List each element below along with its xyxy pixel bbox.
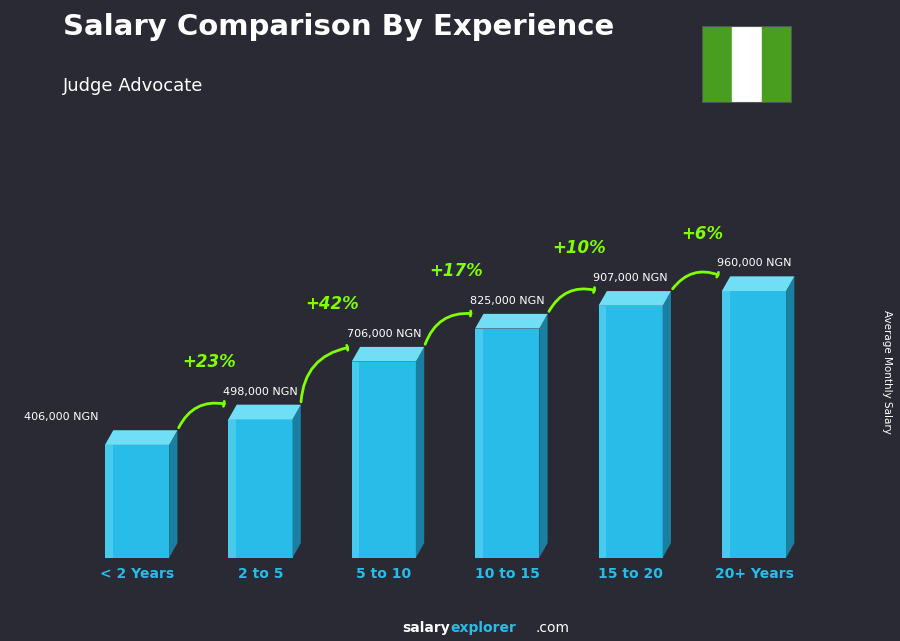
- Bar: [352, 362, 359, 558]
- Polygon shape: [169, 430, 177, 558]
- Text: 907,000 NGN: 907,000 NGN: [593, 273, 668, 283]
- Text: +10%: +10%: [553, 239, 606, 258]
- Bar: [598, 306, 607, 558]
- Polygon shape: [105, 430, 177, 445]
- Polygon shape: [598, 291, 671, 306]
- Text: .com: .com: [536, 620, 570, 635]
- Bar: [475, 328, 539, 558]
- Text: Judge Advocate: Judge Advocate: [63, 77, 203, 95]
- Polygon shape: [475, 314, 547, 328]
- Text: 960,000 NGN: 960,000 NGN: [716, 258, 791, 269]
- Bar: [475, 328, 482, 558]
- Bar: [598, 306, 662, 558]
- Text: 20+ Years: 20+ Years: [715, 567, 794, 581]
- Bar: [352, 362, 416, 558]
- Text: 825,000 NGN: 825,000 NGN: [470, 296, 544, 306]
- Bar: [105, 445, 112, 558]
- Polygon shape: [539, 314, 547, 558]
- Text: +6%: +6%: [681, 225, 724, 243]
- Bar: [762, 26, 792, 103]
- Text: 10 to 15: 10 to 15: [475, 567, 540, 581]
- Text: Average Monthly Salary: Average Monthly Salary: [881, 310, 892, 434]
- Text: +23%: +23%: [182, 353, 236, 371]
- Text: 15 to 20: 15 to 20: [598, 567, 663, 581]
- Text: +42%: +42%: [306, 296, 359, 313]
- Bar: [722, 291, 786, 558]
- Polygon shape: [722, 276, 795, 291]
- Bar: [722, 291, 730, 558]
- Text: Salary Comparison By Experience: Salary Comparison By Experience: [63, 13, 614, 41]
- Polygon shape: [229, 404, 301, 419]
- Text: 5 to 10: 5 to 10: [356, 567, 411, 581]
- Bar: [229, 419, 292, 558]
- Text: 706,000 NGN: 706,000 NGN: [346, 329, 421, 339]
- Bar: [732, 26, 762, 103]
- Text: 2 to 5: 2 to 5: [238, 567, 284, 581]
- Text: 406,000 NGN: 406,000 NGN: [24, 412, 99, 422]
- Bar: [229, 419, 236, 558]
- Polygon shape: [662, 291, 671, 558]
- Text: explorer: explorer: [450, 620, 516, 635]
- Bar: [105, 445, 169, 558]
- Polygon shape: [352, 347, 424, 362]
- Text: salary: salary: [402, 620, 450, 635]
- Bar: [702, 26, 732, 103]
- Polygon shape: [786, 276, 795, 558]
- Polygon shape: [416, 347, 424, 558]
- Text: 498,000 NGN: 498,000 NGN: [223, 387, 298, 397]
- Text: +17%: +17%: [429, 262, 482, 280]
- Polygon shape: [292, 404, 301, 558]
- Text: < 2 Years: < 2 Years: [100, 567, 174, 581]
